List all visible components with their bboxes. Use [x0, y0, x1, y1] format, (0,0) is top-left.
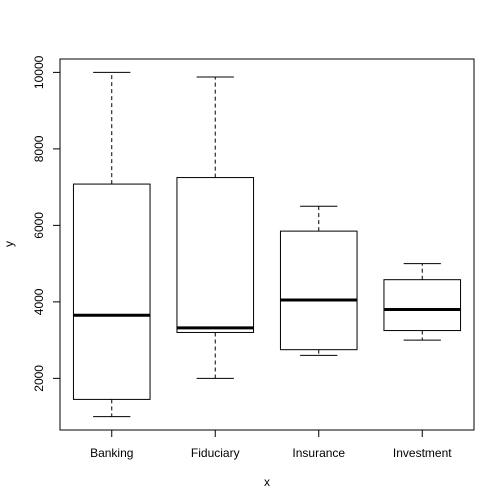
y-tick-label: 6000	[32, 212, 46, 239]
iqr-box-fiduciary	[176, 177, 255, 333]
y-tick-label: 2000	[32, 365, 46, 392]
box-fiduciary	[176, 76, 255, 379]
x-tick-label-banking: Banking	[90, 446, 133, 460]
iqr-box-investment	[383, 279, 462, 332]
x-tick-label-fiduciary: Fiduciary	[191, 446, 240, 460]
y-tick-label: 4000	[32, 288, 46, 315]
box-insurance	[279, 205, 358, 356]
box-banking	[72, 71, 151, 418]
x-tick-label-insurance: Insurance	[292, 446, 345, 460]
y-tick-label: 8000	[32, 135, 46, 162]
iqr-box-insurance	[279, 230, 358, 351]
iqr-box-banking	[72, 183, 151, 400]
x-tick-label-investment: Investment	[393, 446, 452, 460]
x-axis-label: x	[264, 475, 270, 489]
y-tick-label: 10000	[32, 55, 46, 89]
box-investment	[383, 263, 462, 341]
y-axis-label: y	[2, 241, 16, 247]
